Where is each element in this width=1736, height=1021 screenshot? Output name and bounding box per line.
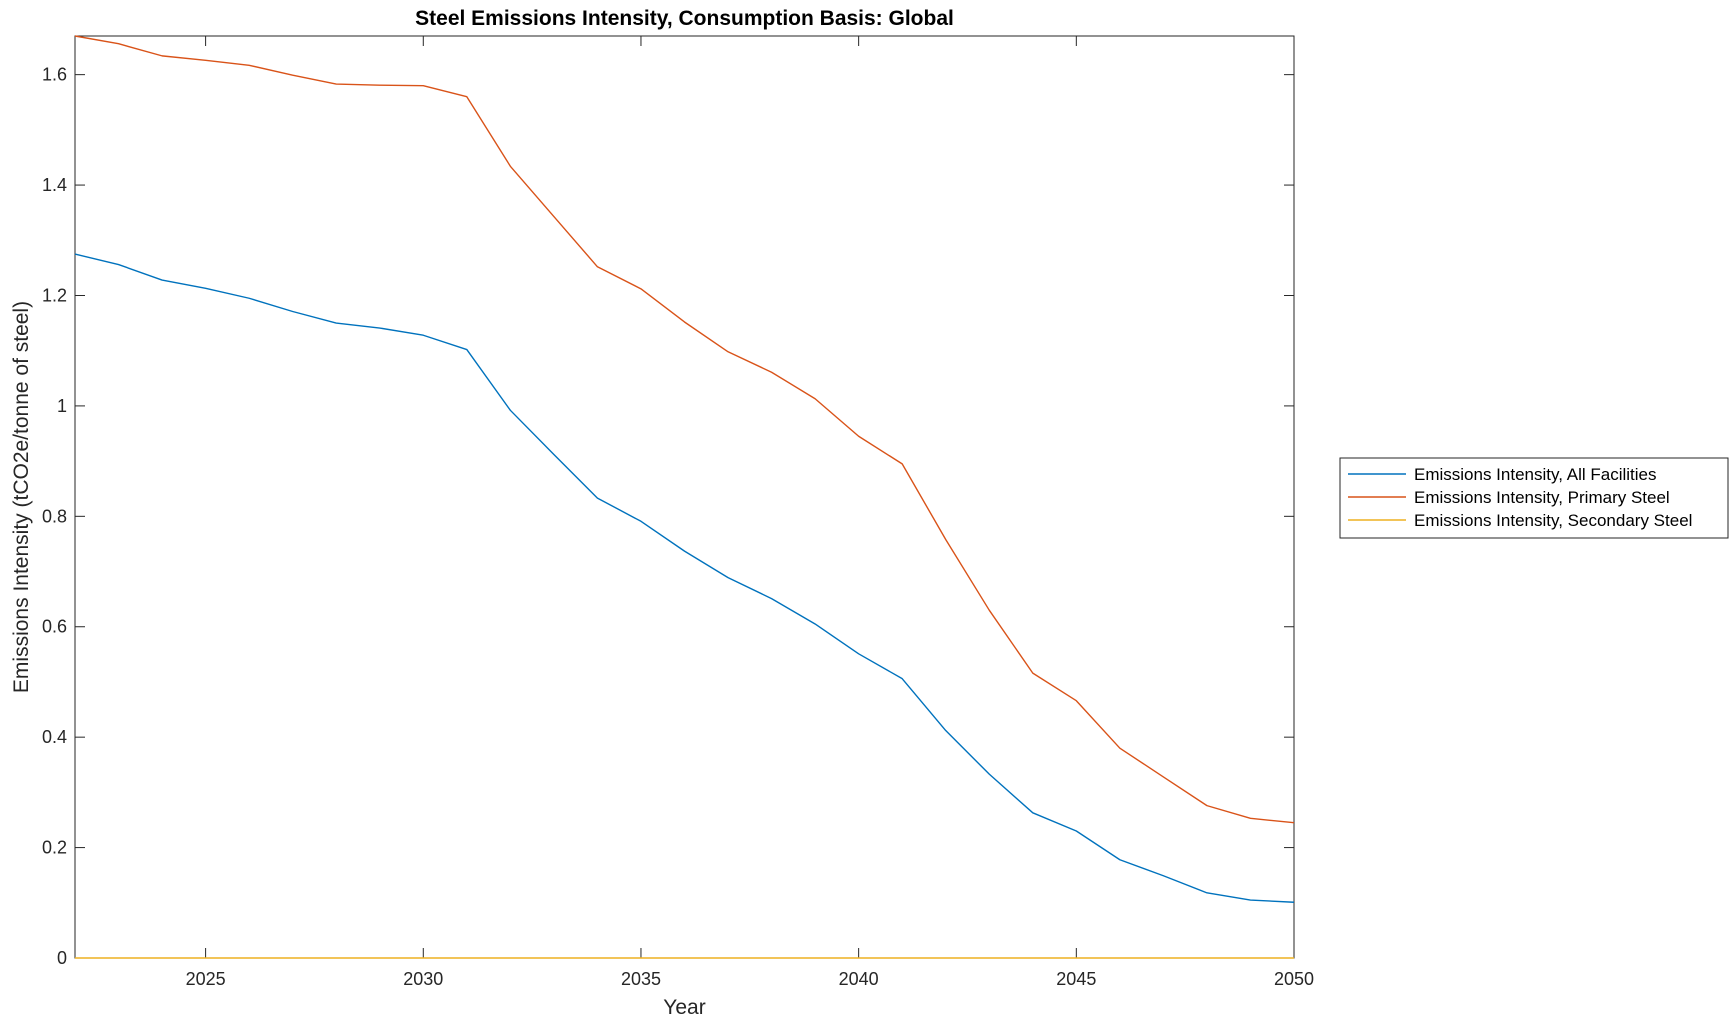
y-tick-label: 0.8	[42, 506, 67, 526]
y-tick-label: 0.6	[42, 617, 67, 637]
legend-entry-primary-steel: Emissions Intensity, Primary Steel	[1414, 488, 1670, 507]
x-tick-label: 2050	[1274, 969, 1314, 989]
series-lines	[74, 35, 1295, 959]
x-axis-label: Year	[663, 996, 705, 1019]
y-tick-label: 1.6	[42, 65, 67, 85]
y-axis-label: Emissions Intensity (tCO2e/tonne of stee…	[10, 301, 33, 693]
x-tick-label: 2035	[621, 969, 661, 989]
y-tick-label: 0.4	[42, 727, 67, 747]
y-tick-label: 1.4	[42, 175, 67, 195]
series-line-all-facilities	[74, 253, 1295, 903]
series-line-primary-steel	[74, 35, 1295, 824]
y-tick-label: 1.2	[42, 285, 67, 305]
legend-box	[1339, 457, 1729, 539]
y-tick-label: 1	[57, 396, 67, 416]
x-tick-label: 2040	[839, 969, 879, 989]
legend-entry-secondary-steel: Emissions Intensity, Secondary Steel	[1414, 511, 1692, 530]
x-tick-label: 2025	[186, 969, 226, 989]
chart-title: Steel Emissions Intensity, Consumption B…	[415, 7, 954, 30]
x-tick-label: 2030	[403, 969, 443, 989]
y-tick-label: 0.2	[42, 838, 67, 858]
x-tick-label: 2045	[1056, 969, 1096, 989]
axis-ticks: 2025 2030 2035 2040 2045 2050 0 0.2 0.4 0.6 0.8 1 1.…	[42, 36, 1314, 989]
y-tick-label: 0	[57, 948, 67, 968]
legend: Emissions Intensity, All Facilities Emis…	[1339, 457, 1729, 539]
plot-area	[74, 35, 1295, 959]
legend-entry-all-facilities: Emissions Intensity, All Facilities	[1414, 465, 1656, 484]
